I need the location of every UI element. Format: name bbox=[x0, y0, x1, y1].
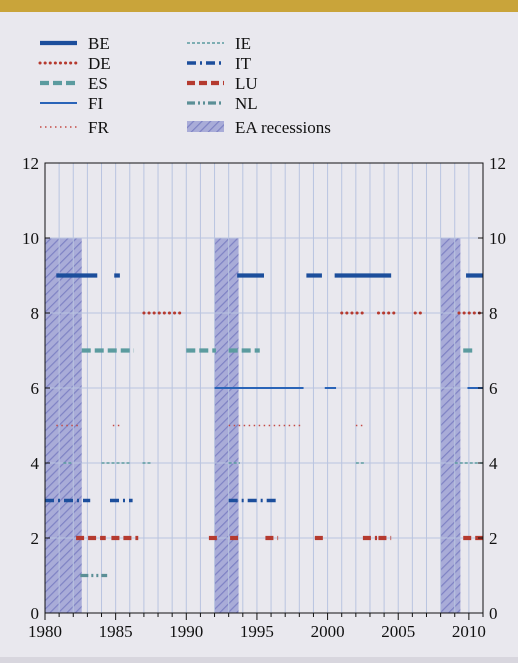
recession-bands bbox=[45, 238, 461, 613]
x-tick-label-2005: 2005 bbox=[381, 622, 415, 641]
footer-strip bbox=[0, 657, 518, 663]
legend-item-nl: NL bbox=[187, 94, 258, 113]
y-tick-label-right-12: 12 bbox=[489, 154, 506, 173]
legend-label-be: BE bbox=[88, 34, 110, 53]
recession-band-3 bbox=[440, 238, 461, 613]
y-tick-label-left-0: 0 bbox=[31, 604, 40, 623]
recession-band-1 bbox=[45, 238, 82, 613]
y-tick-label-right-2: 2 bbox=[489, 529, 498, 548]
y-tick-label-right-6: 6 bbox=[489, 379, 498, 398]
legend-item-ie: IE bbox=[187, 34, 251, 53]
header-bar bbox=[0, 0, 518, 12]
x-tick-label-1995: 1995 bbox=[240, 622, 274, 641]
legend-swatch-recession bbox=[187, 121, 224, 132]
legend-label-rec: EA recessions bbox=[235, 118, 331, 137]
legend-label-fi: FI bbox=[88, 94, 103, 113]
y-tick-label-left-2: 2 bbox=[31, 529, 40, 548]
y-tick-label-right-4: 4 bbox=[489, 454, 498, 473]
legend-label-nl: NL bbox=[235, 94, 258, 113]
y-tick-label-right-8: 8 bbox=[489, 304, 498, 323]
x-tick-label-1990: 1990 bbox=[169, 622, 203, 641]
y-tick-label-left-6: 6 bbox=[31, 379, 40, 398]
y-tick-label-left-10: 10 bbox=[22, 229, 39, 248]
x-tick-label-2000: 2000 bbox=[311, 622, 345, 641]
legend-item-fi: FI bbox=[40, 94, 103, 113]
y-tick-label-left-12: 12 bbox=[22, 154, 39, 173]
y-tick-label-left-4: 4 bbox=[31, 454, 40, 473]
legend-label-lu: LU bbox=[235, 74, 258, 93]
legend-item-be: BE bbox=[40, 34, 110, 53]
chart-panel bbox=[0, 12, 518, 658]
x-tick-label-1985: 1985 bbox=[99, 622, 133, 641]
legend-label-de: DE bbox=[88, 54, 111, 73]
legend-label-ie: IE bbox=[235, 34, 251, 53]
y-tick-label-right-10: 10 bbox=[489, 229, 506, 248]
y-tick-label-left-8: 8 bbox=[31, 304, 40, 323]
series-lines bbox=[45, 273, 485, 578]
legend-label-fr: FR bbox=[88, 118, 109, 137]
legend-label-es: ES bbox=[88, 74, 108, 93]
legend-item-es: ES bbox=[40, 74, 108, 93]
legend-item-rec: EA recessions bbox=[187, 118, 331, 137]
y-tick-label-right-0: 0 bbox=[489, 604, 498, 623]
x-tick-label-1980: 1980 bbox=[28, 622, 62, 641]
x-tick-label-2010: 2010 bbox=[452, 622, 486, 641]
legend-item-fr: FR bbox=[40, 118, 109, 137]
legend-label-it: IT bbox=[235, 54, 252, 73]
legend-item-lu: LU bbox=[187, 74, 258, 93]
legend-item-de: DE bbox=[38, 54, 111, 73]
legend-item-it: IT bbox=[187, 54, 252, 73]
